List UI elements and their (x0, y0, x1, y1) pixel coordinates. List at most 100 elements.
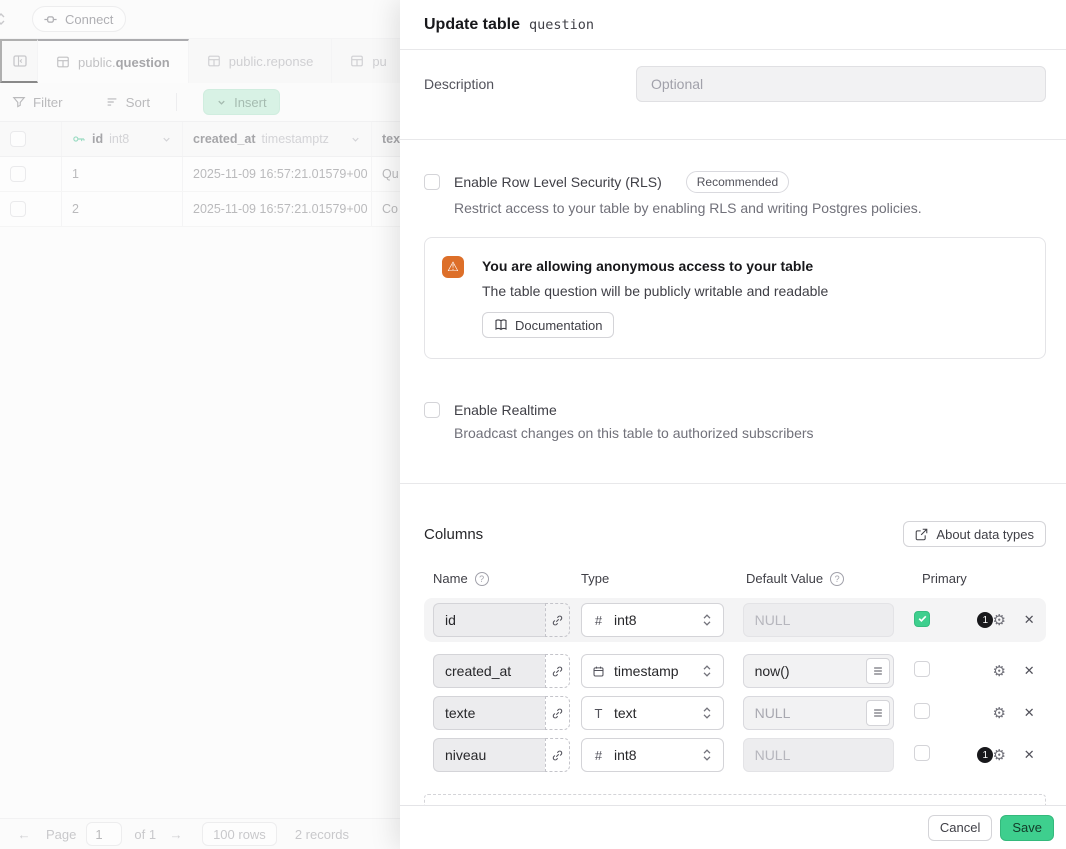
data-grid: id int8 created_at timestamptz text 1 20… (0, 121, 400, 227)
column-row-id: # int8 1 ⚙ ✕ (424, 598, 1046, 642)
column-header-id[interactable]: id int8 (62, 122, 183, 156)
foreign-key-link-button[interactable] (545, 654, 570, 688)
column-type-select[interactable]: timestamp (581, 654, 724, 688)
cell-id[interactable]: 2 (62, 192, 183, 226)
description-input[interactable] (636, 66, 1046, 102)
rows-per-page-button[interactable]: 100 rows (202, 822, 277, 846)
column-type-select[interactable]: # int8 (581, 603, 724, 637)
column-name-input[interactable] (433, 603, 545, 637)
primary-header: Primary (922, 571, 967, 586)
default-value-menu-button[interactable] (866, 658, 891, 684)
chevron-down-icon[interactable] (350, 134, 361, 145)
primary-checkbox[interactable] (914, 744, 931, 761)
page-count-label: of 1 (134, 826, 157, 842)
table-icon (207, 54, 221, 68)
sort-icon (105, 95, 119, 109)
default-value-input (742, 738, 895, 772)
drawer-header: Update table question (400, 0, 1066, 50)
column-settings-button[interactable]: ⚙ (990, 745, 1008, 765)
hash-icon: # (594, 747, 603, 763)
help-icon[interactable]: ? (830, 571, 845, 586)
save-button[interactable]: Save (1000, 814, 1054, 841)
table-row[interactable]: 1 2025-11-09 16:57:21.01579+00 Qu (0, 157, 400, 192)
rls-section: Enable Row Level Security (RLS) Recommen… (400, 140, 1066, 359)
cell-text[interactable]: Qu (382, 167, 399, 181)
previous-page-button[interactable]: ← (12, 823, 36, 845)
help-icon[interactable]: ? (474, 571, 489, 586)
name-header: Name (433, 571, 468, 586)
foreign-key-link-button[interactable] (545, 738, 570, 772)
warning-title: You are allowing anonymous access to you… (482, 258, 814, 274)
page-label: Page (46, 826, 77, 842)
next-page-button[interactable]: → (164, 823, 188, 845)
primary-checkbox[interactable] (914, 702, 931, 719)
chevron-up-down-icon (0, 11, 8, 27)
sort-button[interactable]: Sort (93, 95, 162, 110)
tab-public-truncated[interactable]: pu (332, 39, 400, 83)
insert-button[interactable]: Insert (203, 89, 280, 115)
cell-created-at[interactable]: 2025-11-09 16:57:21.01579+00 (183, 192, 372, 226)
column-header-created-at[interactable]: created_at timestamptz (183, 122, 372, 156)
columns-section: Columns About data types Name? Type Defa… (400, 484, 1066, 805)
chevron-down-icon (216, 97, 227, 108)
book-icon (494, 318, 508, 332)
default-value-menu-button[interactable] (866, 700, 891, 726)
column-type-select[interactable]: # int8 (581, 738, 724, 772)
page-number-input[interactable] (86, 822, 123, 846)
primary-checkbox[interactable] (914, 660, 931, 677)
row-checkbox[interactable] (10, 201, 26, 217)
grid-header-row: id int8 created_at timestamptz text (0, 121, 400, 157)
realtime-checkbox[interactable] (424, 402, 440, 418)
column-name-input[interactable] (433, 696, 545, 730)
grid-toolbar: Filter Sort Insert (0, 83, 400, 121)
cell-id[interactable]: 1 (62, 157, 183, 191)
description-section: Description (400, 50, 1066, 140)
collapse-sidebar-button[interactable] (0, 39, 38, 83)
column-settings-button[interactable]: ⚙ (990, 703, 1008, 723)
column-row-created-at: timestamp ⚙ ✕ (424, 654, 1046, 688)
remove-column-button[interactable]: ✕ (1021, 745, 1037, 765)
text-type-icon: T (594, 705, 603, 721)
chevron-up-down-icon (701, 664, 713, 678)
column-type-select[interactable]: T text (581, 696, 724, 730)
rls-description: Restrict access to your table by enablin… (454, 200, 922, 216)
cell-created-at[interactable]: 2025-11-09 16:57:21.01579+00 (183, 157, 372, 191)
remove-column-button[interactable]: ✕ (1021, 661, 1037, 681)
remove-column-button[interactable]: ✕ (1021, 610, 1037, 630)
pagination-bar: ← Page of 1 → 100 rows 2 records (0, 818, 400, 849)
tab-label: public.question (78, 54, 170, 70)
rls-label: Enable Row Level Security (RLS) (454, 174, 662, 190)
documentation-button[interactable]: Documentation (482, 312, 615, 338)
table-row[interactable]: 2 2025-11-09 16:57:21.01579+00 Co (0, 192, 400, 227)
filter-button[interactable]: Filter (0, 95, 75, 110)
record-count: 2 records (294, 826, 350, 842)
row-checkbox[interactable] (10, 166, 26, 182)
cancel-button[interactable]: Cancel (927, 814, 993, 841)
rls-checkbox[interactable] (424, 174, 440, 190)
foreign-key-link-button[interactable] (545, 696, 570, 730)
column-row-niveau: # int8 1 ⚙ ✕ (424, 738, 1046, 772)
column-settings-button[interactable]: ⚙ (990, 661, 1008, 681)
cell-text[interactable]: Co (382, 202, 398, 216)
column-row-texte: T text ⚙ ✕ (424, 696, 1046, 730)
tab-public-reponse[interactable]: public.reponse (189, 39, 333, 83)
update-table-drawer: Update table question Description Enable… (400, 0, 1066, 849)
connect-button[interactable]: Connect (32, 6, 127, 32)
tab-public-question[interactable]: public.question (38, 39, 189, 83)
column-settings-button[interactable]: ⚙ (990, 610, 1008, 630)
foreign-key-link-button[interactable] (545, 603, 570, 637)
remove-column-button[interactable]: ✕ (1021, 703, 1037, 723)
column-name-input[interactable] (433, 738, 545, 772)
about-data-types-button[interactable]: About data types (903, 521, 1046, 547)
table-editor-background: Connect public.question public.reponse p… (0, 0, 400, 849)
table-icon (350, 54, 364, 68)
type-header: Type (581, 571, 610, 586)
chevron-down-icon[interactable] (161, 134, 172, 145)
table-tabs-bar: public.question public.reponse pu (0, 38, 400, 83)
primary-checkbox[interactable] (914, 610, 931, 627)
column-header-text[interactable]: text (382, 132, 400, 146)
select-all-cell (0, 122, 62, 156)
select-all-checkbox[interactable] (10, 131, 26, 147)
column-name-input[interactable] (433, 654, 545, 688)
chevron-up-down-icon (701, 706, 713, 720)
